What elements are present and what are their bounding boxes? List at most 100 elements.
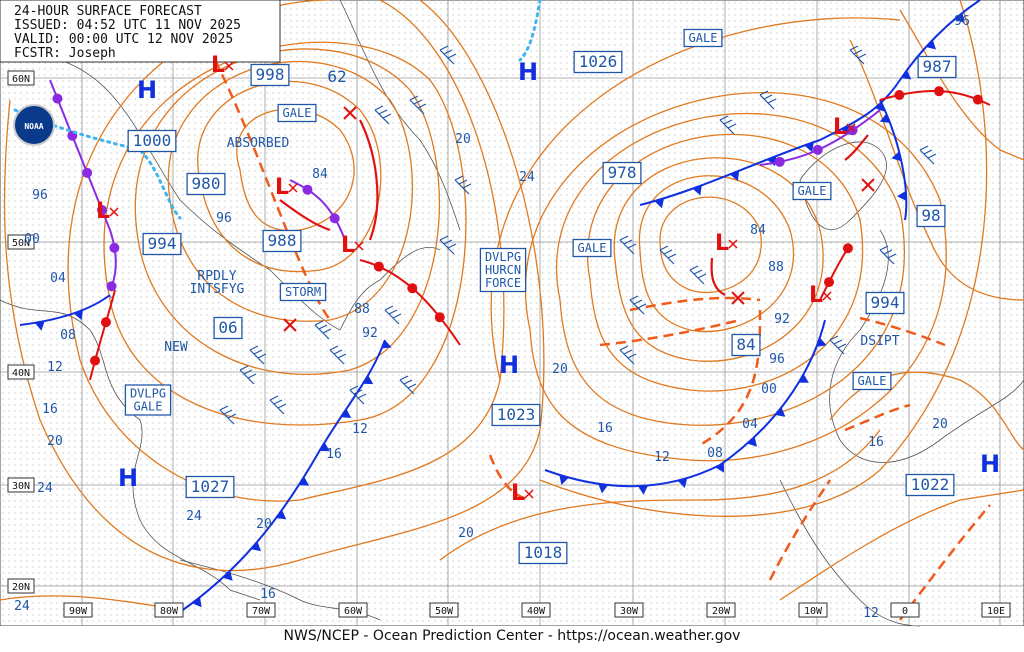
cold-front-symbol (897, 190, 907, 201)
isobar-label: 04 (50, 271, 66, 286)
low-center: L (96, 199, 110, 224)
coastline (799, 141, 887, 230)
boxed-label: GALE (283, 106, 312, 120)
boxed-label-box (262, 229, 302, 253)
wind-barb (454, 175, 472, 195)
lon-label: 60W (344, 606, 363, 617)
isobar (849, 39, 1024, 301)
occluded-front-symbol (812, 144, 823, 155)
cold-front-symbol (638, 485, 649, 495)
cold-front-symbol (677, 478, 688, 489)
isobar-label: 24 (37, 481, 53, 496)
cold-front-symbol (747, 436, 757, 447)
header-line: ISSUED: 04:52 UTC 11 NOV 2025 (14, 18, 241, 33)
lat-label: 40N (12, 368, 30, 379)
lon-label: 10E (987, 606, 1005, 617)
boxed-label-box (491, 403, 541, 427)
boxed-label: 988 (268, 231, 297, 250)
boxed-label-box (213, 316, 243, 340)
coastline (779, 479, 921, 627)
isobar (197, 80, 382, 273)
lon-label-box (614, 602, 644, 618)
warm-front-symbol (373, 261, 384, 272)
cold-front-symbol (816, 337, 827, 347)
lon-label: 70W (252, 606, 271, 617)
boxed-label-box (905, 473, 955, 497)
lon-label: 30W (620, 606, 639, 617)
lat-label: 20N (12, 582, 30, 593)
isobar-label: 24 (14, 599, 30, 614)
isobar-label: 16 (42, 402, 58, 417)
boxed-label: 06 (218, 318, 237, 337)
cold-front-symbol (73, 309, 84, 321)
boxed-label: GALE (578, 241, 607, 255)
lat-label-box (7, 234, 35, 250)
lon-label: 50W (435, 606, 454, 617)
cold-front-symbol (901, 70, 912, 80)
isobar (659, 196, 762, 294)
boxed-label: 1000 (133, 131, 172, 150)
high-center: H (118, 464, 138, 492)
low-x (728, 239, 738, 249)
boxed-label-box (572, 238, 612, 258)
low-center: L (511, 481, 525, 506)
cold-front-symbol (340, 408, 352, 418)
wind-barb (829, 335, 847, 355)
boxed-label: 998 (256, 65, 285, 84)
isobar-label: 08 (707, 446, 723, 461)
boxed-label-box (124, 384, 172, 416)
isobar (829, 371, 1024, 451)
warm-front-symbol (894, 90, 905, 101)
boxed-label: 1023 (497, 405, 536, 424)
isobar-label: 20 (458, 526, 474, 541)
cold-front-symbol (954, 12, 965, 23)
isobar-label: 12 (654, 450, 670, 465)
boxed-label-box (127, 129, 177, 153)
boxed-label: DVLPG (485, 250, 521, 264)
boxed-label-box (277, 103, 317, 123)
low-center: L (341, 233, 355, 258)
isobar-label: 16 (597, 421, 613, 436)
occluded-front-symbol (302, 184, 313, 195)
isobar-label: 16 (260, 587, 276, 602)
isobar (638, 175, 795, 333)
low-center: L (809, 283, 823, 308)
lon-label-box (154, 602, 184, 618)
wind-barb (849, 45, 867, 65)
boxed-label: 1018 (524, 543, 563, 562)
trough (844, 403, 911, 432)
wind-barb (629, 295, 647, 315)
wind-barb (329, 345, 347, 365)
occluded-front-symbol (106, 281, 117, 292)
cold-front-symbol (692, 185, 702, 196)
boxed-label: 1027 (191, 477, 230, 496)
warm-front-symbol (434, 312, 445, 323)
position-x (861, 178, 875, 192)
position-x (343, 106, 357, 120)
lon-label: 20W (712, 606, 731, 617)
boxed-label: 98 (921, 206, 940, 225)
header-line: FCSTR: Joseph (14, 46, 116, 61)
isobar-label: 08 (60, 328, 76, 343)
lon-label-box (63, 602, 93, 618)
low-x (224, 61, 234, 71)
isobar-label: 12 (863, 606, 879, 621)
boxed-label: 994 (871, 293, 900, 312)
cold-front-symbol (362, 375, 374, 385)
wind-barb (759, 90, 777, 110)
lat-label: 50N (12, 238, 30, 249)
trough (488, 454, 531, 502)
isobar (236, 108, 355, 232)
position-x (731, 291, 745, 305)
isobar (587, 133, 864, 392)
isobar (103, 41, 467, 426)
plain-label: NEW (164, 340, 188, 355)
occluded-front (289, 179, 346, 241)
wind-barb (879, 245, 897, 265)
warm-front-symbol (842, 243, 853, 254)
isobar-label: 00 (761, 382, 777, 397)
low-center: L (715, 231, 729, 256)
cold-front (639, 0, 981, 206)
isobar-label: 12 (47, 360, 63, 375)
isobar-label: 96 (769, 352, 785, 367)
